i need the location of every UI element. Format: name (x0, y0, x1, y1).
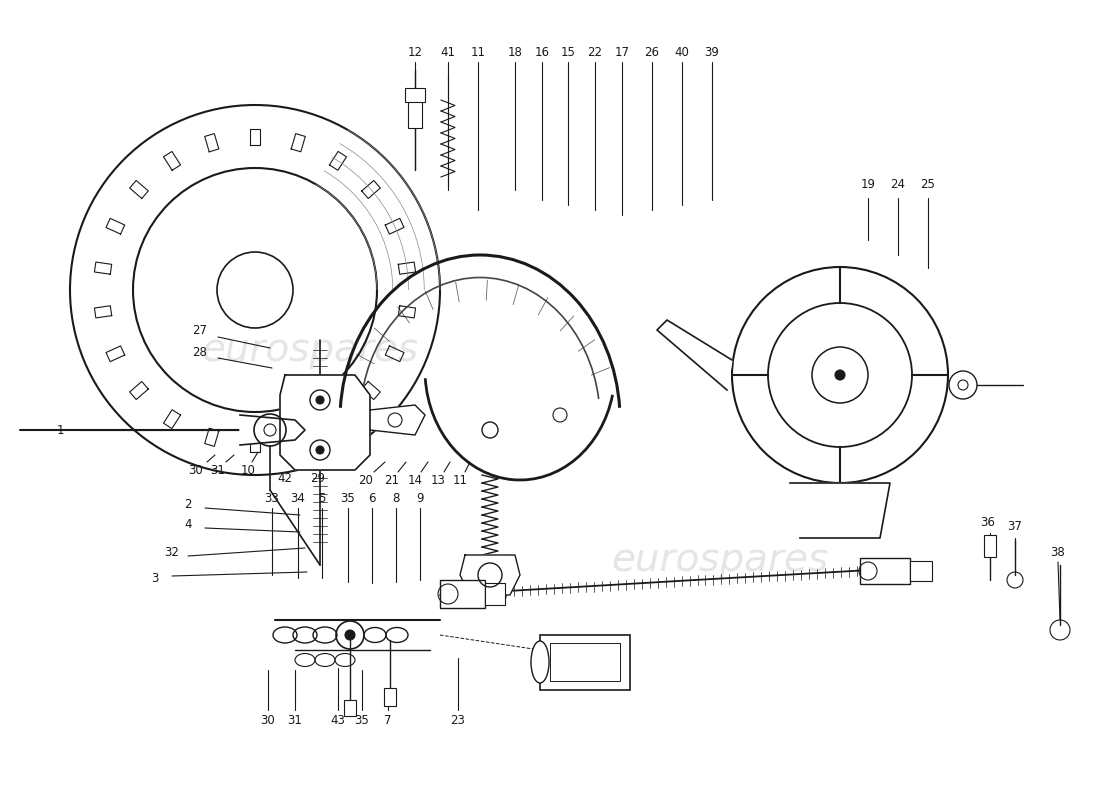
Text: 23: 23 (451, 714, 465, 726)
Bar (540, 635, 630, 690)
Text: 2: 2 (185, 498, 191, 511)
Text: 36: 36 (980, 515, 996, 529)
Text: 29: 29 (310, 471, 326, 485)
Text: 34: 34 (290, 491, 306, 505)
Text: 8: 8 (393, 491, 399, 505)
Text: 13: 13 (430, 474, 446, 486)
Text: 22: 22 (587, 46, 603, 58)
Text: 18: 18 (507, 46, 522, 58)
Text: 27: 27 (192, 323, 208, 337)
Text: 15: 15 (561, 46, 575, 58)
Text: 10: 10 (241, 463, 255, 477)
Bar (485, 583, 505, 605)
Bar (405, 88, 425, 102)
Polygon shape (240, 415, 305, 445)
Text: 35: 35 (341, 491, 355, 505)
Polygon shape (460, 555, 520, 595)
Bar (440, 580, 485, 608)
Text: 39: 39 (705, 46, 719, 58)
Text: 7: 7 (384, 714, 392, 726)
Text: 17: 17 (615, 46, 629, 58)
Text: 33: 33 (265, 491, 279, 505)
Text: 20: 20 (359, 474, 373, 486)
Text: 24: 24 (891, 178, 905, 191)
Text: 25: 25 (921, 178, 935, 191)
Bar (910, 561, 932, 581)
Bar (384, 688, 396, 706)
Bar (860, 558, 910, 584)
Text: 41: 41 (440, 46, 455, 58)
Text: 30: 30 (188, 463, 204, 477)
Circle shape (316, 396, 324, 404)
Text: 32: 32 (165, 546, 179, 559)
Text: 31: 31 (210, 463, 225, 477)
Polygon shape (370, 405, 425, 435)
Text: 37: 37 (1008, 521, 1022, 534)
Circle shape (835, 370, 845, 380)
Text: 16: 16 (535, 46, 550, 58)
Text: 5: 5 (318, 491, 326, 505)
Text: 42: 42 (277, 471, 293, 485)
Bar (984, 535, 996, 557)
Ellipse shape (531, 641, 549, 683)
Text: 30: 30 (261, 714, 275, 726)
Text: 35: 35 (354, 714, 370, 726)
Text: 12: 12 (407, 46, 422, 58)
Circle shape (345, 630, 355, 640)
Bar (344, 700, 356, 716)
Text: 1: 1 (56, 423, 64, 437)
Text: 11: 11 (452, 474, 468, 486)
Text: 21: 21 (385, 474, 399, 486)
Text: 28: 28 (192, 346, 208, 358)
Polygon shape (657, 320, 732, 390)
Text: eurospares: eurospares (612, 541, 828, 579)
Text: 11: 11 (471, 46, 485, 58)
Polygon shape (790, 483, 890, 538)
Text: eurospares: eurospares (201, 331, 419, 369)
Polygon shape (280, 375, 370, 470)
Bar (408, 100, 422, 128)
Text: 26: 26 (645, 46, 660, 58)
Text: 4: 4 (185, 518, 191, 531)
Text: 19: 19 (860, 178, 876, 191)
Text: 14: 14 (407, 474, 422, 486)
Text: 3: 3 (152, 571, 158, 585)
Bar (550, 643, 620, 681)
Text: 31: 31 (287, 714, 303, 726)
Circle shape (316, 446, 324, 454)
Text: 6: 6 (368, 491, 376, 505)
Text: 43: 43 (331, 714, 345, 726)
Text: 38: 38 (1050, 546, 1066, 558)
Text: 40: 40 (674, 46, 690, 58)
Text: 9: 9 (416, 491, 424, 505)
